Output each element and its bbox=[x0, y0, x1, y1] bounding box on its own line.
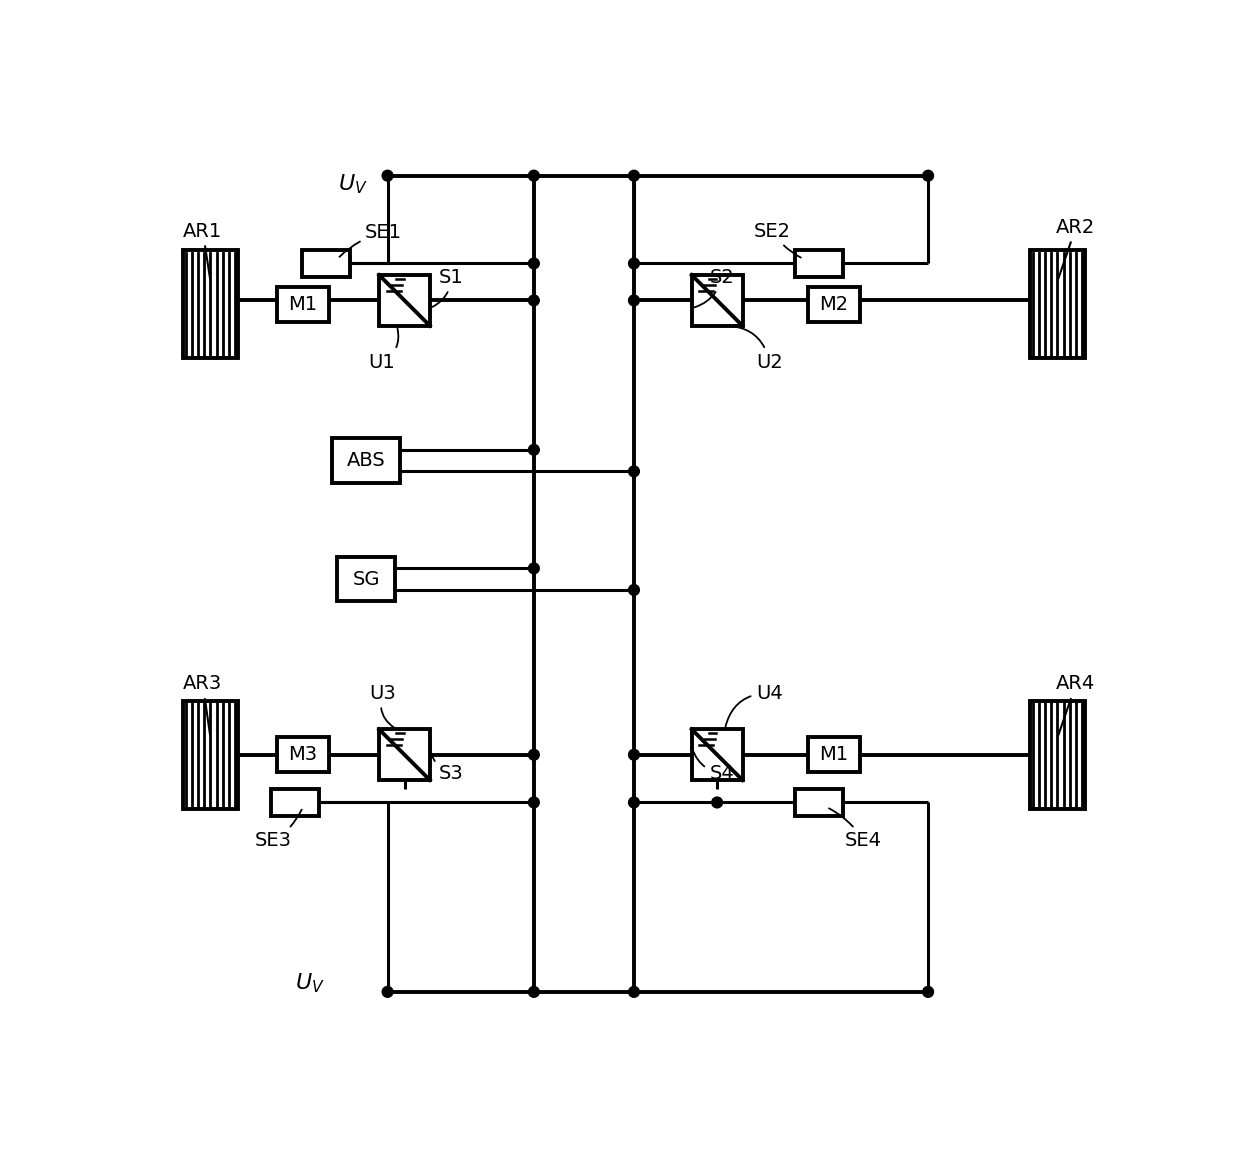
Text: $U_V$: $U_V$ bbox=[295, 971, 325, 995]
Bar bbox=[692, 275, 743, 326]
Circle shape bbox=[528, 986, 539, 998]
Text: S2: S2 bbox=[694, 268, 734, 307]
Circle shape bbox=[629, 170, 640, 181]
Text: SE3: SE3 bbox=[255, 809, 301, 851]
Circle shape bbox=[382, 170, 393, 181]
Text: ABS: ABS bbox=[347, 451, 386, 470]
Text: U3: U3 bbox=[370, 683, 397, 728]
Circle shape bbox=[923, 170, 934, 181]
Bar bbox=[182, 701, 238, 808]
Bar bbox=[332, 438, 399, 483]
Text: S4: S4 bbox=[693, 749, 734, 784]
Circle shape bbox=[382, 986, 393, 998]
Circle shape bbox=[629, 749, 640, 761]
Circle shape bbox=[528, 170, 539, 181]
Bar bbox=[379, 729, 430, 780]
Text: S3: S3 bbox=[430, 750, 464, 784]
Text: AR3: AR3 bbox=[184, 674, 222, 735]
Bar bbox=[692, 729, 743, 780]
Text: SE4: SE4 bbox=[830, 808, 882, 851]
Text: SE2: SE2 bbox=[754, 222, 801, 258]
Text: AR1: AR1 bbox=[184, 222, 222, 279]
Circle shape bbox=[528, 444, 539, 455]
Circle shape bbox=[528, 798, 539, 808]
Bar bbox=[808, 287, 861, 323]
Circle shape bbox=[629, 258, 640, 269]
Circle shape bbox=[712, 798, 723, 808]
Circle shape bbox=[528, 295, 539, 306]
Bar bbox=[277, 738, 329, 772]
Circle shape bbox=[629, 585, 640, 595]
Circle shape bbox=[629, 466, 640, 476]
Bar bbox=[337, 557, 396, 601]
Text: $U_V$: $U_V$ bbox=[339, 172, 368, 197]
Text: AR2: AR2 bbox=[1056, 217, 1096, 279]
Bar bbox=[272, 790, 319, 815]
Text: AR4: AR4 bbox=[1056, 674, 1096, 735]
Bar bbox=[182, 251, 238, 358]
Text: SG: SG bbox=[352, 570, 379, 588]
Text: M3: M3 bbox=[288, 746, 317, 764]
Bar bbox=[379, 275, 430, 326]
Text: S1: S1 bbox=[433, 268, 464, 306]
Bar bbox=[1029, 701, 1085, 808]
Bar bbox=[1029, 251, 1085, 358]
Circle shape bbox=[528, 563, 539, 573]
Circle shape bbox=[629, 798, 640, 808]
Text: U2: U2 bbox=[728, 326, 782, 371]
Text: M1: M1 bbox=[820, 746, 848, 764]
Circle shape bbox=[528, 749, 539, 761]
Circle shape bbox=[629, 295, 640, 306]
Text: M1: M1 bbox=[288, 295, 317, 313]
Text: M2: M2 bbox=[820, 295, 848, 313]
Text: SE1: SE1 bbox=[340, 223, 402, 257]
Bar bbox=[808, 738, 861, 772]
Circle shape bbox=[629, 986, 640, 998]
Text: U4: U4 bbox=[725, 683, 782, 727]
Bar bbox=[795, 251, 843, 276]
Bar bbox=[795, 790, 843, 815]
Bar bbox=[277, 287, 329, 323]
Text: U1: U1 bbox=[368, 328, 398, 371]
Circle shape bbox=[923, 986, 934, 998]
Circle shape bbox=[528, 258, 539, 269]
Bar bbox=[303, 251, 350, 276]
